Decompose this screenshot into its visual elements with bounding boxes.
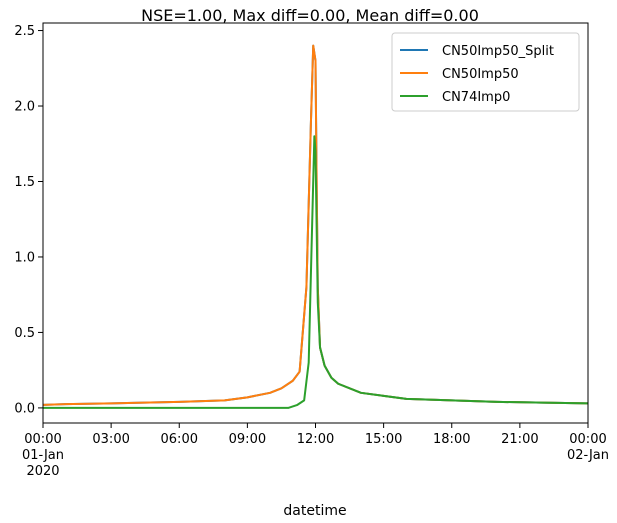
x-tick-label: 12:00 <box>297 432 334 447</box>
legend-box <box>391 32 580 112</box>
series-line-2 <box>43 135 589 409</box>
chart-title: NSE=1.00, Max diff=0.00, Mean diff=0.00 <box>141 6 479 25</box>
x-tick-label: 15:00 <box>365 432 402 447</box>
x-tick-label: 09:00 <box>229 432 266 447</box>
y-tick-label: 0.5 <box>14 326 35 341</box>
legend-label-2: CN74Imp0 <box>442 90 510 105</box>
y-axis: 0.0 0.5 1.0 1.5 2.0 2.5 <box>14 24 43 416</box>
legend-label-1: CN50Imp50 <box>442 67 519 82</box>
x-tick-label: 03:00 <box>92 432 129 447</box>
x-tick-label: 00:00 <box>569 432 606 447</box>
x-tick-label: 21:00 <box>501 432 538 447</box>
y-tick-label: 2.5 <box>14 24 35 39</box>
legend: CN50Imp50_Split CN50Imp50 CN74Imp0 <box>391 32 580 112</box>
x-tick-label: 06:00 <box>161 432 198 447</box>
x-tick-sublabel-year: 2020 <box>26 464 59 479</box>
x-axis-label: datetime <box>283 503 346 519</box>
x-tick-sublabel: 02-Jan <box>567 448 609 463</box>
series-layer <box>42 44 589 409</box>
y-tick-label: 0.0 <box>14 401 35 416</box>
y-tick-label: 2.0 <box>14 100 35 115</box>
y-tick-label: 1.0 <box>14 250 35 265</box>
y-tick-label: 1.5 <box>14 175 35 190</box>
x-tick-label: 18:00 <box>433 432 470 447</box>
x-tick-sublabel: 01-Jan <box>22 448 64 463</box>
x-tick-label: 00:00 <box>24 432 61 447</box>
legend-label-0: CN50Imp50_Split <box>442 44 554 59</box>
